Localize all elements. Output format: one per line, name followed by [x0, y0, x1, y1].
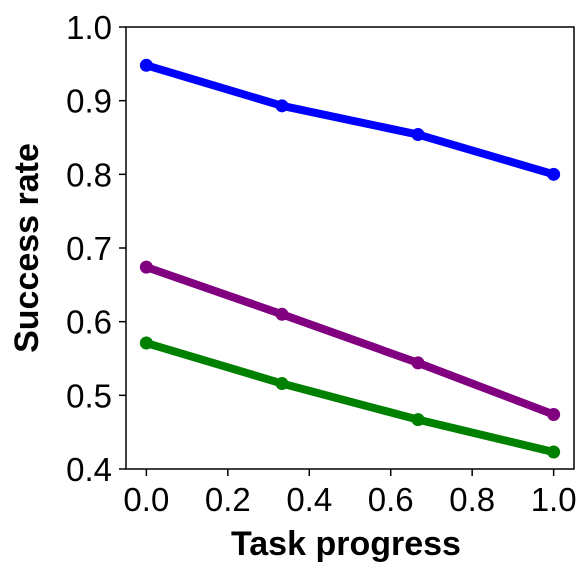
series-2-line: [142, 263, 558, 419]
series-layer: [139, 58, 561, 459]
series-2-point: [275, 307, 289, 321]
y-axis-ticks: 0.4 0.5 0.6 0.7 0.8 0.9 1.0: [66, 9, 126, 488]
series-1-line: [142, 61, 558, 179]
y-axis-label: Success rate: [8, 143, 46, 353]
y-tick-label: 0.9: [66, 83, 112, 120]
series-1-point: [411, 128, 425, 142]
y-tick-label: 0.5: [66, 377, 112, 414]
x-tick-label: 1.0: [531, 481, 577, 518]
y-tick-label: 0.6: [66, 304, 112, 341]
series-2-point: [547, 407, 561, 421]
y-tick-label: 0.7: [66, 230, 112, 267]
x-tick-label: 0.8: [449, 481, 495, 518]
y-tick-label: 0.4: [66, 451, 112, 488]
series-3-line: [142, 339, 558, 457]
series-3-point: [275, 377, 289, 391]
series-3-point: [411, 413, 425, 427]
y-tick-label: 0.8: [66, 156, 112, 193]
series-1-point: [275, 99, 289, 113]
series-1-point: [139, 58, 153, 72]
x-axis-label: Task progress: [231, 525, 461, 563]
x-tick-label: 0.2: [205, 481, 251, 518]
series-3-point: [547, 445, 561, 459]
y-tick-label: 1.0: [66, 9, 112, 46]
series-1-point: [547, 167, 561, 181]
series-2-point: [139, 260, 153, 274]
series-2-point: [411, 356, 425, 370]
x-axis-ticks: 0.0 0.2 0.4 0.6 0.8 1.0: [123, 469, 577, 518]
series-3-point: [139, 336, 153, 350]
x-tick-label: 0.4: [286, 481, 332, 518]
x-tick-label: 0.0: [123, 481, 169, 518]
x-tick-label: 0.6: [368, 481, 414, 518]
